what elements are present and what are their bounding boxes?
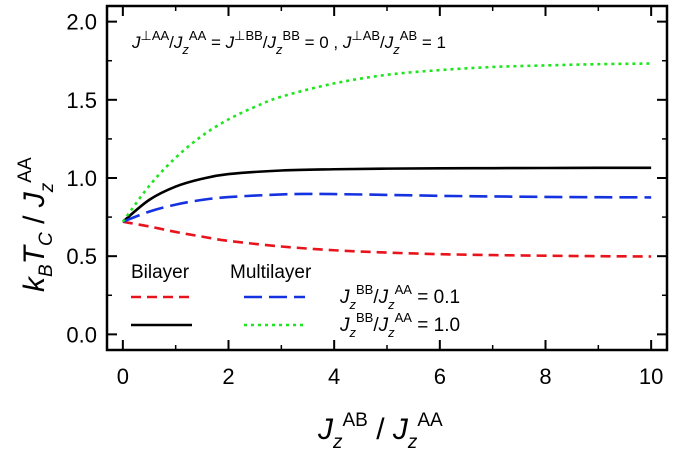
y-tick-label: 0.0 [66,322,97,347]
series-line-multilayer-long-dash [122,192,652,223]
series-line-multilayer-dotted [121,62,652,223]
series-lines [121,62,652,258]
legend-header-multilayer: Multilayer [230,262,312,283]
ticks [107,6,667,350]
legend-header-bilayer: Bilayer [131,262,190,283]
y-tick-label: 1.5 [66,88,97,113]
y-tick-label: 1.0 [66,166,97,191]
x-tick-label: 8 [539,364,551,389]
x-tick-label: 10 [639,364,663,389]
x-tick-label: 0 [117,364,129,389]
x-tick-label: 4 [328,364,340,389]
tick-labels: 0 2 4 6 8 10 0.0 0.5 1.0 1.5 2.0 [66,10,663,389]
x-axis-title: JzAB / JzAA [317,410,443,450]
x-tick-label: 2 [222,364,234,389]
series-line-bilayer-solid [122,166,652,223]
y-axis-title: kBTC / JzAA [15,157,58,292]
legend-label-ratio-0.1: JzBB/JzAA = 0.1 [339,282,460,312]
series-line-bilayer-short-dash [122,220,652,258]
legend: Bilayer Multilayer JzBB/JzAA = 0.1 JzBB/… [131,262,460,340]
y-tick-label: 2.0 [66,10,97,35]
x-tick-label: 6 [434,364,446,389]
legend-label-ratio-1.0: JzBB/JzAA = 1.0 [339,310,460,340]
y-tick-label: 0.5 [66,244,97,269]
chart-annotation: J⊥AA/JzAA = J⊥BB/JzBB = 0 , J⊥AB/JzAB = … [131,28,446,57]
